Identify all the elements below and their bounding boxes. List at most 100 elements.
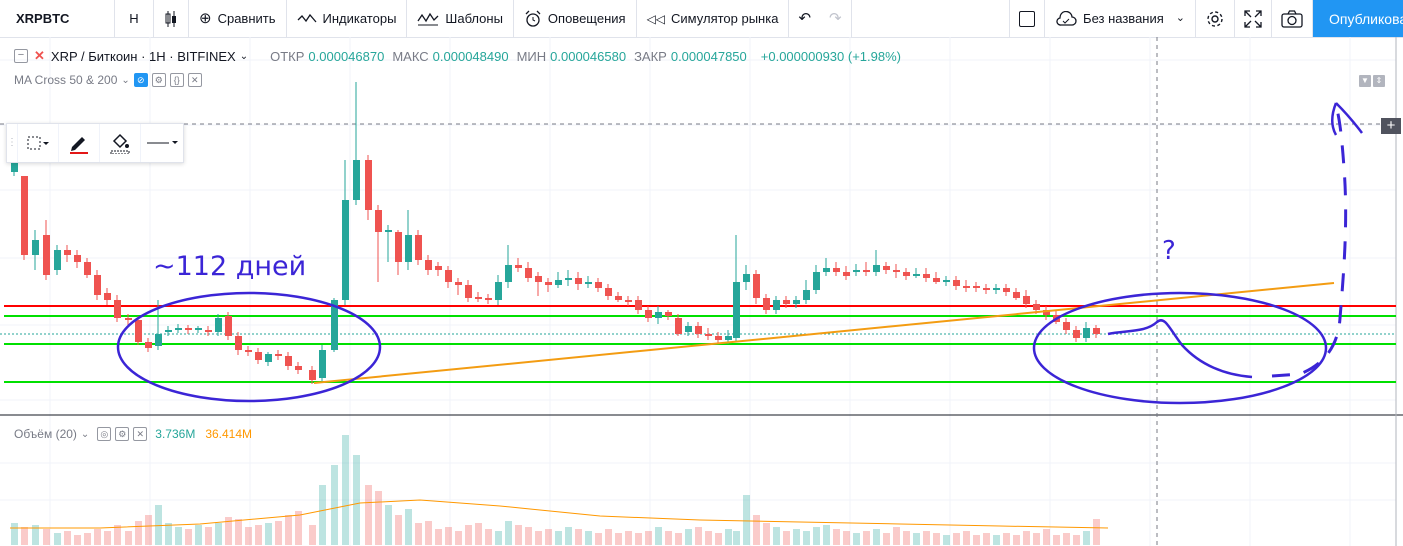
volume-bar bbox=[319, 485, 326, 545]
candle-body bbox=[1083, 328, 1090, 338]
compare-button[interactable]: ⊕ Сравнить bbox=[189, 0, 287, 37]
pane-maximize-button[interactable]: ⇕ bbox=[1373, 75, 1385, 87]
forecast-path[interactable] bbox=[1107, 319, 1253, 379]
volume-bar bbox=[863, 531, 870, 545]
candle-body bbox=[465, 285, 472, 298]
alerts-button[interactable]: Оповещения bbox=[514, 0, 637, 37]
volume-bar bbox=[385, 505, 392, 545]
volume-bar bbox=[993, 535, 1000, 545]
volume-bar bbox=[763, 523, 770, 545]
volume-title: Объём (20) bbox=[14, 427, 77, 441]
chevron-down-icon[interactable]: ⌄ bbox=[121, 74, 130, 86]
volume-bar bbox=[505, 521, 512, 545]
publish-button[interactable]: Опубликовать bbox=[1313, 0, 1403, 37]
pane-collapse-button[interactable]: ▼ bbox=[1359, 75, 1371, 87]
volume-bar bbox=[665, 531, 672, 545]
chevron-down-icon[interactable]: ⌄ bbox=[239, 50, 249, 62]
volume-ma-value: 36.414M bbox=[205, 427, 253, 441]
price-chart[interactable] bbox=[0, 37, 1403, 546]
volume-bar bbox=[43, 529, 50, 545]
drawing-drag-handle[interactable]: ⋮ bbox=[7, 124, 18, 162]
indicators-icon bbox=[297, 13, 317, 22]
candle-body bbox=[445, 270, 452, 282]
target-ellipse[interactable] bbox=[1032, 291, 1328, 405]
high-value: 0.000048490 bbox=[432, 48, 509, 64]
fill-color-button[interactable] bbox=[100, 124, 141, 162]
candle-body bbox=[11, 160, 18, 172]
volume-bar bbox=[1003, 533, 1010, 545]
candle-body bbox=[655, 312, 662, 318]
candle-body bbox=[342, 200, 349, 300]
volume-bar bbox=[435, 529, 442, 545]
volume-bar bbox=[84, 533, 91, 545]
volume-bar bbox=[743, 495, 750, 545]
volume-bar bbox=[215, 523, 222, 545]
candle-body bbox=[773, 300, 780, 310]
days-annotation[interactable]: ~112 дней bbox=[153, 251, 307, 282]
candle-body bbox=[94, 275, 101, 295]
volume-bar bbox=[823, 525, 830, 545]
volume-bar bbox=[185, 529, 192, 545]
redo-button[interactable]: ↷ bbox=[820, 0, 852, 37]
indicators-button[interactable]: Индикаторы bbox=[287, 0, 408, 37]
volume-bar bbox=[415, 523, 422, 545]
volume-bar bbox=[54, 533, 61, 545]
settings-icon[interactable]: ⚙ bbox=[115, 427, 130, 441]
templates-button[interactable]: Шаблоны bbox=[407, 0, 514, 37]
volume-bar bbox=[475, 523, 482, 545]
candle-body bbox=[813, 272, 820, 290]
symbol-title: XRP / Биткоин · 1H · BITFINEX bbox=[50, 48, 236, 64]
candle-body bbox=[309, 370, 316, 380]
range-ellipse[interactable] bbox=[116, 291, 382, 403]
candle-body bbox=[625, 300, 632, 302]
volume-bar bbox=[615, 533, 622, 545]
candle-body bbox=[943, 280, 950, 282]
fullscreen-button[interactable] bbox=[1235, 0, 1272, 37]
trend-line[interactable] bbox=[313, 282, 1335, 384]
chevron-down-icon[interactable]: ⌄ bbox=[80, 428, 90, 440]
question-annotation[interactable]: ? bbox=[1162, 236, 1176, 266]
indicator-legend[interactable]: MA Cross 50 & 200 ⌄ ⊘ ⚙ {} ✕ bbox=[14, 73, 202, 87]
chart-type-button[interactable] bbox=[154, 0, 189, 37]
template-select-button[interactable] bbox=[18, 124, 59, 162]
collapse-icon[interactable]: − bbox=[14, 49, 28, 63]
add-plus-button[interactable]: + bbox=[1381, 118, 1401, 134]
volume-bar bbox=[963, 531, 970, 545]
line-color-button[interactable] bbox=[59, 124, 100, 162]
volume-bar bbox=[515, 525, 522, 545]
replay-button[interactable]: ◁◁ Симулятор рынка bbox=[637, 0, 790, 37]
candle-body bbox=[54, 250, 61, 270]
xrp-logo-icon: ✕ bbox=[34, 48, 45, 63]
paint-bucket-icon bbox=[110, 133, 130, 154]
source-icon[interactable]: {} bbox=[169, 73, 184, 87]
interval-button[interactable]: H bbox=[115, 0, 154, 37]
expand-icon bbox=[1244, 9, 1262, 28]
snapshot-button[interactable] bbox=[1272, 0, 1313, 37]
volume-legend[interactable]: Объём (20) ⌄ ◎ ⚙ ✕ 3.736M 36.414M bbox=[14, 427, 252, 441]
close-icon[interactable]: ✕ bbox=[187, 73, 202, 87]
volume-bar bbox=[135, 521, 142, 545]
visibility-icon[interactable]: ◎ bbox=[97, 427, 112, 441]
volume-bar bbox=[1063, 533, 1070, 545]
forecast-dashed-path[interactable] bbox=[1271, 104, 1348, 378]
volume-bar bbox=[923, 531, 930, 545]
visibility-icon[interactable]: ⊘ bbox=[133, 73, 148, 87]
layout-save-button[interactable]: Без названия ⌄ bbox=[1045, 0, 1196, 37]
candles-icon bbox=[165, 10, 176, 27]
line-style-button[interactable] bbox=[141, 124, 183, 162]
candle-body bbox=[235, 336, 242, 350]
symbol-legend[interactable]: − ✕ XRP / Биткоин · 1H · BITFINEX ⌄ ОТКР… bbox=[14, 48, 901, 64]
close-icon[interactable]: ✕ bbox=[133, 427, 148, 441]
settings-icon[interactable]: ⚙ bbox=[151, 73, 166, 87]
undo-button[interactable]: ↶ bbox=[789, 0, 820, 37]
fullscreen-chart-button[interactable] bbox=[1009, 0, 1046, 37]
templates-label: Шаблоны bbox=[445, 11, 503, 26]
settings-button[interactable] bbox=[1196, 0, 1235, 37]
high-label: МАКС bbox=[392, 48, 429, 64]
candle-body bbox=[135, 320, 142, 342]
candle-body bbox=[331, 300, 338, 350]
indicators-label: Индикаторы bbox=[322, 11, 397, 26]
candle-body bbox=[893, 270, 900, 272]
symbol-search-button[interactable]: XRPBTC bbox=[0, 0, 115, 37]
volume-bar bbox=[295, 511, 302, 545]
